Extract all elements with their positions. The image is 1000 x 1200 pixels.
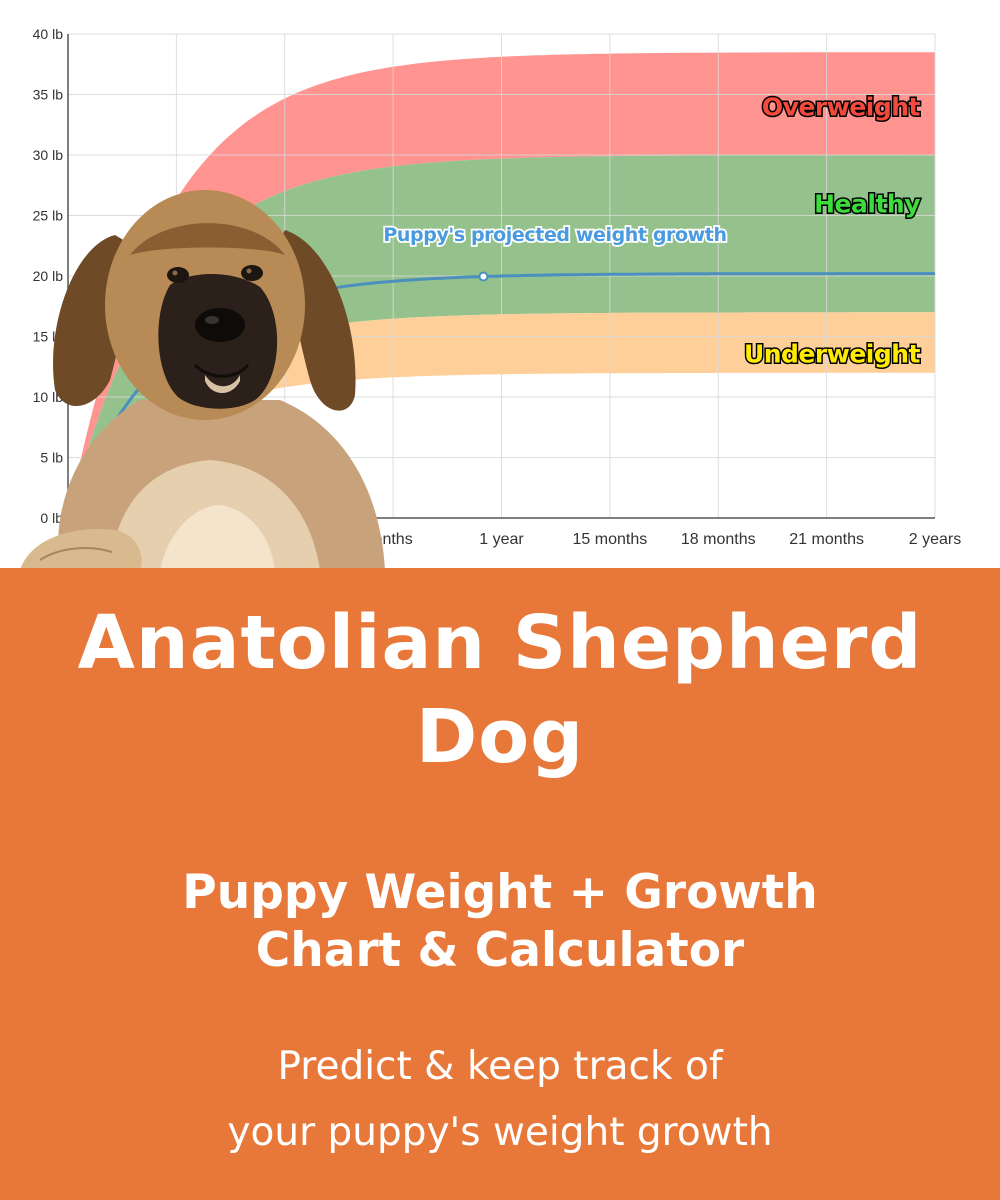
zone-label-healthy: Healthy — [814, 189, 920, 218]
series-label: Puppy's projected weight growth — [383, 224, 726, 246]
title-banner: Anatolian Shepherd Dog Puppy Weight + Gr… — [0, 568, 1000, 1200]
banner-title-line2: Dog — [415, 694, 585, 780]
banner-tagline: Predict & keep track of your puppy's wei… — [0, 1034, 1000, 1166]
y-tick-label: 10 lb — [33, 389, 64, 405]
y-tick-label: 0 lb — [40, 510, 63, 526]
y-tick-label: 35 lb — [33, 87, 64, 103]
banner-title: Anatolian Shepherd Dog — [0, 596, 1000, 784]
x-tick-label: 15 months — [573, 531, 648, 548]
series-marker — [478, 271, 489, 282]
y-tick-label: 25 lb — [33, 208, 64, 224]
puppy-photo-icon — [20, 190, 386, 570]
banner-tagline-line2: your puppy's weight growth — [227, 1110, 773, 1155]
banner-title-line1: Anatolian Shepherd — [77, 600, 923, 686]
y-tick-label: 30 lb — [33, 147, 64, 163]
y-tick-label: 20 lb — [33, 268, 64, 284]
x-tick-label: onths — [374, 531, 413, 548]
banner-subtitle: Puppy Weight + Growth Chart & Calculator — [0, 864, 1000, 980]
x-tick-label: 1 year — [479, 531, 524, 548]
zone-label-overweight: Overweight — [762, 93, 921, 122]
x-tick-label: 21 months — [789, 531, 864, 548]
x-tick-label: 2 years — [909, 531, 961, 548]
banner-subtitle-line2: Chart & Calculator — [255, 923, 745, 978]
y-tick-label: 40 lb — [33, 26, 64, 42]
banner-subtitle-line1: Puppy Weight + Growth — [182, 865, 818, 920]
zone-label-underweight: Underweight — [744, 339, 921, 368]
y-tick-label: 5 lb — [40, 450, 63, 466]
banner-tagline-line1: Predict & keep track of — [277, 1044, 723, 1089]
x-tick-label: 18 months — [681, 531, 756, 548]
